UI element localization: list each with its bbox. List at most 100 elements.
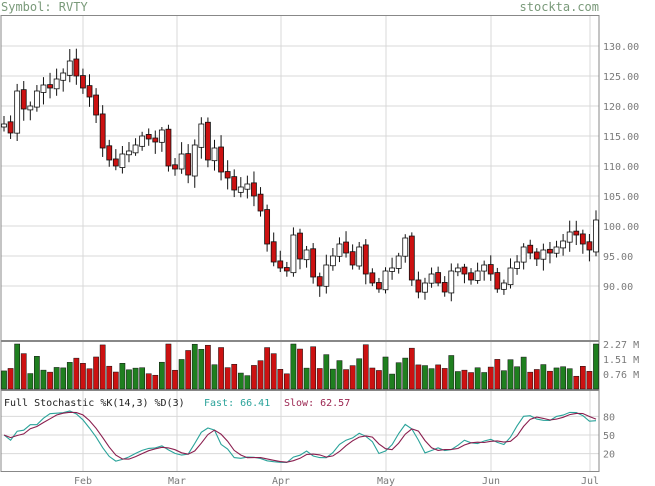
candle-body — [112, 158, 119, 167]
candle-body — [270, 241, 277, 263]
volume-bar — [40, 369, 47, 390]
volume-bar — [191, 343, 198, 390]
stochastic-tick-label: 20 — [603, 450, 615, 461]
candle-body — [211, 147, 218, 162]
candle-body — [237, 186, 244, 193]
volume-bar — [73, 357, 80, 390]
volume-bar — [540, 364, 547, 390]
candle-body — [165, 128, 172, 167]
price-tick-label: 110.00 — [603, 162, 639, 173]
candle-body — [461, 266, 468, 275]
price-tick-label: 95.00 — [603, 252, 633, 263]
volume-bar — [435, 364, 441, 390]
volume-bar — [264, 347, 270, 390]
volume-bar — [290, 343, 297, 390]
price-tick-label: 125.00 — [603, 72, 639, 83]
volume-bar — [165, 343, 172, 390]
price-tick-label: 115.00 — [603, 132, 639, 143]
candle-body — [553, 246, 560, 254]
volume-bar — [487, 366, 494, 390]
volume-bar — [448, 355, 455, 390]
candle-body — [1, 123, 7, 128]
candle-body — [481, 264, 488, 272]
volume-bar — [514, 366, 520, 390]
volume-bar — [461, 369, 468, 390]
volume-bar — [80, 363, 86, 390]
month-label: Jun — [482, 476, 500, 486]
volume-bar — [422, 365, 428, 390]
volume-bar — [159, 361, 165, 390]
candle-body — [362, 244, 369, 275]
candle-body — [303, 249, 310, 261]
candle-body — [99, 113, 106, 149]
volume-bar — [527, 371, 534, 390]
candle-body — [27, 105, 34, 111]
stochastic-panel-frame — [0, 390, 600, 472]
volume-bar — [362, 344, 369, 390]
volume-bar — [573, 375, 580, 390]
candle-body — [586, 241, 593, 251]
candle-body — [290, 234, 297, 274]
volume-bar — [297, 348, 303, 390]
candle-body — [533, 251, 540, 260]
candle-body — [73, 58, 80, 77]
month-label: Apr — [272, 476, 290, 486]
volume-bar — [178, 359, 185, 390]
candle-body — [566, 231, 573, 243]
candle-body — [277, 260, 284, 269]
candle-body — [376, 282, 382, 290]
candlestick-series — [1, 48, 599, 302]
candle-body — [593, 219, 599, 253]
month-label: May — [377, 476, 395, 486]
candle-body — [329, 255, 336, 267]
price-tick-label: 100.00 — [603, 222, 639, 233]
volume-bar — [303, 367, 310, 390]
volume-bar — [20, 353, 27, 390]
volume-bar — [205, 344, 211, 390]
candle-body — [126, 150, 132, 156]
volume-bar — [112, 371, 119, 390]
volume-bar — [224, 367, 231, 390]
volume-bar — [560, 366, 566, 390]
axes: Feb Mar Apr May Jun Jul 130.00 125.00 120.00 115.… — [74, 42, 639, 486]
candle-body — [106, 145, 113, 161]
symbol-label: Symbol: RVTY — [1, 0, 88, 14]
candle-body — [119, 153, 126, 168]
stochastic-tick-label: 50 — [603, 431, 615, 442]
candle-body — [474, 270, 481, 281]
candle-body — [547, 248, 553, 254]
candle-body — [86, 85, 93, 98]
volume-bar — [349, 365, 356, 390]
candle-body — [172, 164, 178, 170]
candle-body — [579, 233, 586, 245]
volume-bar — [481, 372, 488, 390]
candle-body — [158, 129, 165, 143]
candle-body — [343, 241, 349, 254]
volume-bar — [145, 373, 152, 390]
candle-body — [185, 153, 192, 176]
volume-bar — [369, 367, 376, 390]
volume-bar — [106, 365, 113, 390]
site-name[interactable]: stockta.com — [519, 0, 599, 14]
slow-label: Slow: 62.57 — [284, 398, 350, 409]
volume-bar — [408, 347, 415, 390]
month-label: Feb — [74, 476, 92, 486]
volume-bar — [593, 343, 599, 390]
candle-body — [323, 264, 330, 287]
candle-body — [514, 261, 520, 269]
candle-body — [80, 75, 86, 89]
candle-body — [389, 267, 395, 272]
volume-tick-label: 2.27 M — [603, 340, 639, 351]
volume-bar — [547, 370, 553, 390]
volume-bar — [47, 371, 53, 390]
volume-bar — [132, 367, 139, 390]
volume-bar — [415, 364, 422, 390]
candle-body — [257, 193, 264, 212]
candle-body — [205, 121, 211, 161]
candle-body — [191, 144, 198, 177]
volume-bar — [257, 360, 264, 390]
candle-body — [382, 270, 389, 291]
volume-bar — [533, 369, 540, 390]
volume-bar — [501, 370, 507, 390]
